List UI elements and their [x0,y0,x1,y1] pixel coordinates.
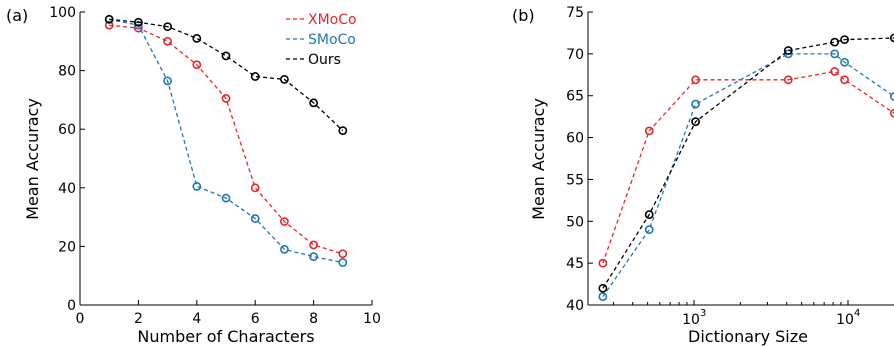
panel-b-point-xmoco [644,126,654,136]
panel-a-point-ours [133,17,143,27]
panel-b-point-smoco [840,57,849,67]
panel-b-x-ticks: 10 3 10 4 [612,300,860,328]
panel-a-x-tick-label: 0 [76,311,85,327]
panel-a-y-tick-label: 20 [58,239,76,255]
panel-a-label: (a) [6,6,28,25]
panel-b-y-tick-label: 70 [566,47,584,63]
panel-b-x-tick-exponent: 3 [700,308,706,319]
panel-a-point-smoco [279,244,289,254]
panel-b-point-ours [783,46,793,55]
panel-a-point-ours [104,14,114,24]
panel-a-point-smoco [221,193,231,203]
panel-b-y-axis-label: Mean Accuracy [529,98,548,220]
panel-b-point-xmoco [783,75,793,85]
panel-b-point-ours [598,283,608,293]
panel-b-x-tick-label: 10 [682,312,700,328]
panel-a-point-ours [163,22,172,32]
legend-label-ours: Ours [308,52,341,68]
panel-b-point-ours [644,210,654,219]
panel-b-y-tick-label: 60 [566,131,584,147]
panel-b-point-smoco [691,99,700,109]
panel-b-series [598,33,894,302]
panel-a-point-ours [309,98,318,108]
panel-a-line-smoco [109,18,343,264]
panel-b-point-smoco [598,292,608,302]
panel-b-y-tick-label: 55 [566,172,584,188]
panel-a-point-smoco [163,76,172,86]
panel-b-y-tick-label: 75 [566,5,584,21]
panel-a-x-tick-label: 6 [251,311,260,327]
panel-b-axes [587,12,894,306]
panel-b-point-ours [889,33,894,43]
panel-a-line-xmoco [109,24,343,255]
panel-b-x-tick-exponent: 4 [854,308,860,319]
panel-a-point-xmoco [104,20,114,30]
panel-a-legend: XMoCo SMoCo Ours [286,12,357,68]
panel-b-line-smoco [602,53,894,297]
panel-b-point-smoco [830,49,840,59]
panel-a-x-axis-label: Number of Characters [137,327,314,346]
panel-b-point-xmoco [691,75,700,85]
panel-a-point-ours [250,72,260,81]
panel-a-y-tick-label: 40 [58,181,76,197]
panel-b-point-ours [830,37,840,47]
panel-a-x-tick-label: 10 [363,311,381,327]
panel-a-x-tick-label: 8 [309,311,318,327]
panel-a-point-xmoco [133,23,143,33]
panel-b-point-xmoco [598,258,608,268]
panel-a-y-tick-label: 100 [49,5,76,21]
panel-a-y-tick-label: 80 [58,64,76,80]
panel-a-series [104,14,348,267]
panel-a-point-ours [338,126,348,136]
panel-a-axes [79,12,372,306]
panel-b-line-ours [602,37,894,289]
panel-b-point-smoco [644,225,654,235]
panel-a-point-smoco [250,214,260,223]
panel-a-point-ours [192,33,202,43]
panel-b-point-ours [840,35,849,45]
panel-a-point-ours [279,74,289,84]
panel-a-y-tick-label: 60 [58,122,76,138]
panel-a-point-smoco [192,181,202,191]
panel-a-y-ticks: 0 20 40 60 80 100 [49,5,85,314]
panel-a-point-xmoco [309,240,318,250]
panel-b-point-xmoco [830,67,840,76]
panel-b-point-smoco [889,92,894,101]
panel-b-x-axis-label: Dictionary Size [688,327,808,346]
panel-b-line-xmoco [602,70,894,264]
panel-b-point-xmoco [840,75,849,85]
panel-b-y-tick-label: 50 [566,214,584,230]
panel-a-point-xmoco [279,217,289,226]
panel-b-y-tick-label: 40 [566,298,584,314]
panel-a-y-axis-label: Mean Accuracy [23,98,42,220]
panel-a-point-xmoco [163,36,172,46]
legend-label-xmoco: XMoCo [308,12,357,28]
panel-b-y-tick-label: 45 [566,256,584,272]
panel-a-point-xmoco [192,60,202,70]
panel-a-x-tick-label: 2 [134,311,143,327]
panel-a-point-xmoco [338,249,348,259]
panel-a-point-ours [221,51,231,61]
panel-a-point-smoco [338,258,348,267]
panel-b-x-tick-label: 10 [836,312,854,328]
panel-b-point-xmoco [889,108,894,118]
panel-a-x-ticks: 0 2 4 6 8 10 [76,300,381,327]
panel-a-point-xmoco [250,183,260,193]
legend-label-smoco: SMoCo [308,32,356,48]
panel-a-y-tick-label: 0 [67,298,76,314]
panel-b-point-ours [691,117,700,127]
panel-b-y-ticks: 40 45 50 55 60 65 70 75 [566,5,593,314]
panel-a-x-tick-label: 4 [192,311,201,327]
panel-a-point-xmoco [221,94,231,103]
panel-a-point-smoco [309,252,318,262]
panel-b-label: (b) [512,6,535,25]
panel-b-y-tick-label: 65 [566,89,584,105]
panel-a-point-smoco [133,20,143,30]
